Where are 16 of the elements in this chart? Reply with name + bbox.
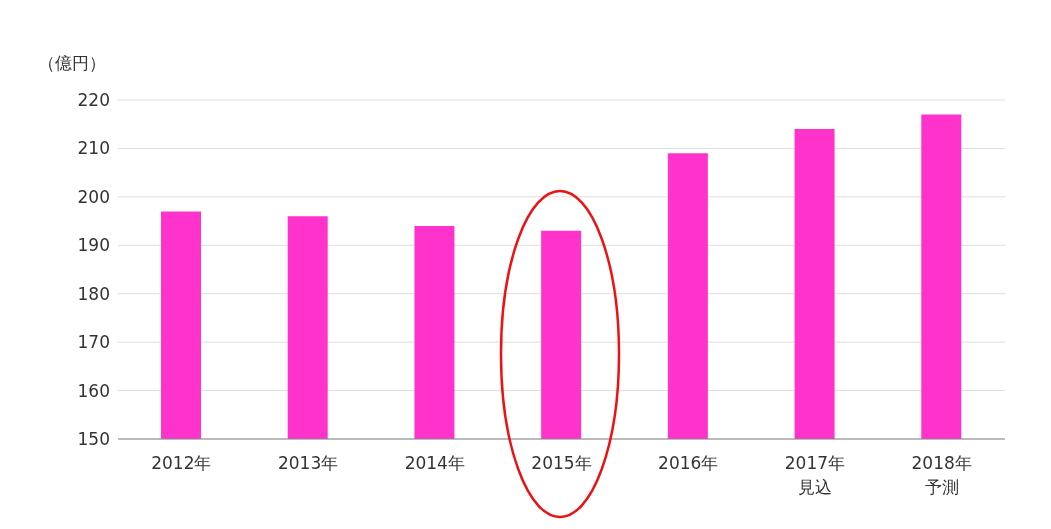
x-tick-label: 2017年見込 bbox=[784, 453, 846, 497]
y-tick-label: 210 bbox=[77, 138, 110, 159]
x-tick-label: 2013年 bbox=[277, 453, 339, 473]
y-tick-label: 150 bbox=[77, 429, 110, 450]
y-tick-label: 200 bbox=[77, 186, 110, 207]
y-tick-label: 190 bbox=[77, 235, 110, 256]
y-tick-label: 170 bbox=[77, 332, 110, 353]
x-tick-label: 2014年 bbox=[404, 453, 465, 473]
y-tick-label: 180 bbox=[77, 283, 110, 304]
x-tick-label: 2015年 bbox=[531, 453, 592, 473]
y-tick-label: 220 bbox=[77, 90, 110, 111]
x-tick-label: 2018年予測 bbox=[911, 453, 972, 497]
y-tick-label: 160 bbox=[77, 380, 110, 401]
x-tick-label: 2012年 bbox=[151, 453, 212, 473]
x-tick-label: 2016年 bbox=[658, 453, 719, 473]
y-axis-title: （億円） bbox=[38, 52, 106, 75]
